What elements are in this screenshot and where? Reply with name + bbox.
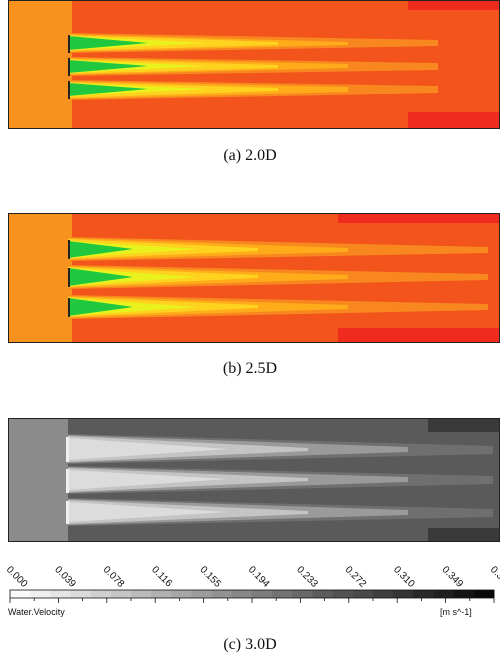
legend-tick-label: 0.349 <box>439 564 465 590</box>
legend-tick-label: 0.039 <box>52 564 78 590</box>
caption-b: (b) 2.5D <box>222 360 278 377</box>
contour-panel-a <box>8 0 500 129</box>
legend-segment <box>272 590 293 598</box>
legend-tick-label: 0.310 <box>391 564 417 590</box>
velocity-legend: 0.000 0.039 0.078 0.116 0.155 0.194 0.233 0.272… <box>0 528 500 638</box>
legend-tick-label: 0.155 <box>197 564 223 590</box>
legend-segment <box>473 590 495 598</box>
contour-panel-c <box>8 418 500 542</box>
wake-3 <box>68 498 493 526</box>
legend-segment <box>312 590 334 598</box>
legend-segment <box>50 590 71 598</box>
legend-unit: [m s^-1] <box>440 607 472 617</box>
wake-1 <box>68 33 438 53</box>
wake-2 <box>68 466 493 494</box>
legend-color-bar <box>9 589 495 603</box>
caption-a: (a) 2.0D <box>223 147 277 164</box>
legend-tick-labels: 0.000 0.039 0.078 0.116 0.155 0.194 0.233 0.272… <box>4 564 500 590</box>
legend-tick-label: 0.194 <box>246 564 272 590</box>
legend-segment <box>131 590 152 598</box>
wake-3 <box>68 80 438 100</box>
legend-segment <box>373 590 394 598</box>
legend-segment <box>171 590 192 598</box>
contour-panel-b <box>8 213 500 343</box>
legend-segment <box>30 590 51 598</box>
legend-segment <box>211 590 233 598</box>
legend-segment <box>191 590 213 598</box>
legend-segment <box>90 590 112 598</box>
wake-1 <box>68 237 488 261</box>
legend-title: Water.Velocity <box>8 607 65 617</box>
legend-segment <box>231 590 253 598</box>
legend-segment <box>110 590 132 598</box>
legend-segment <box>151 590 172 598</box>
legend-segment <box>252 590 273 598</box>
wake-2 <box>68 57 438 76</box>
legend-segment <box>332 590 354 598</box>
legend-segment <box>352 590 374 598</box>
legend-segment <box>70 590 92 598</box>
legend-tick-label: 0.233 <box>294 564 320 590</box>
legend-segment <box>433 590 455 598</box>
legend-segment <box>413 590 434 598</box>
legend-segment <box>292 590 313 598</box>
wake-2 <box>68 265 488 289</box>
legend-tick-label: 0.116 <box>149 564 174 589</box>
legend-tick-label: 0.388 <box>488 564 500 590</box>
legend-segment <box>393 590 414 598</box>
legend-tick-label: 0.078 <box>101 564 127 590</box>
wake-1 <box>68 434 493 464</box>
legend-tick-label: 0.272 <box>343 564 369 590</box>
legend-segment <box>453 590 475 598</box>
legend-tick-label: 0.000 <box>4 564 30 590</box>
wake-3 <box>68 295 488 319</box>
caption-c: (c) 3.0D <box>223 636 277 653</box>
legend-segment <box>10 590 31 598</box>
